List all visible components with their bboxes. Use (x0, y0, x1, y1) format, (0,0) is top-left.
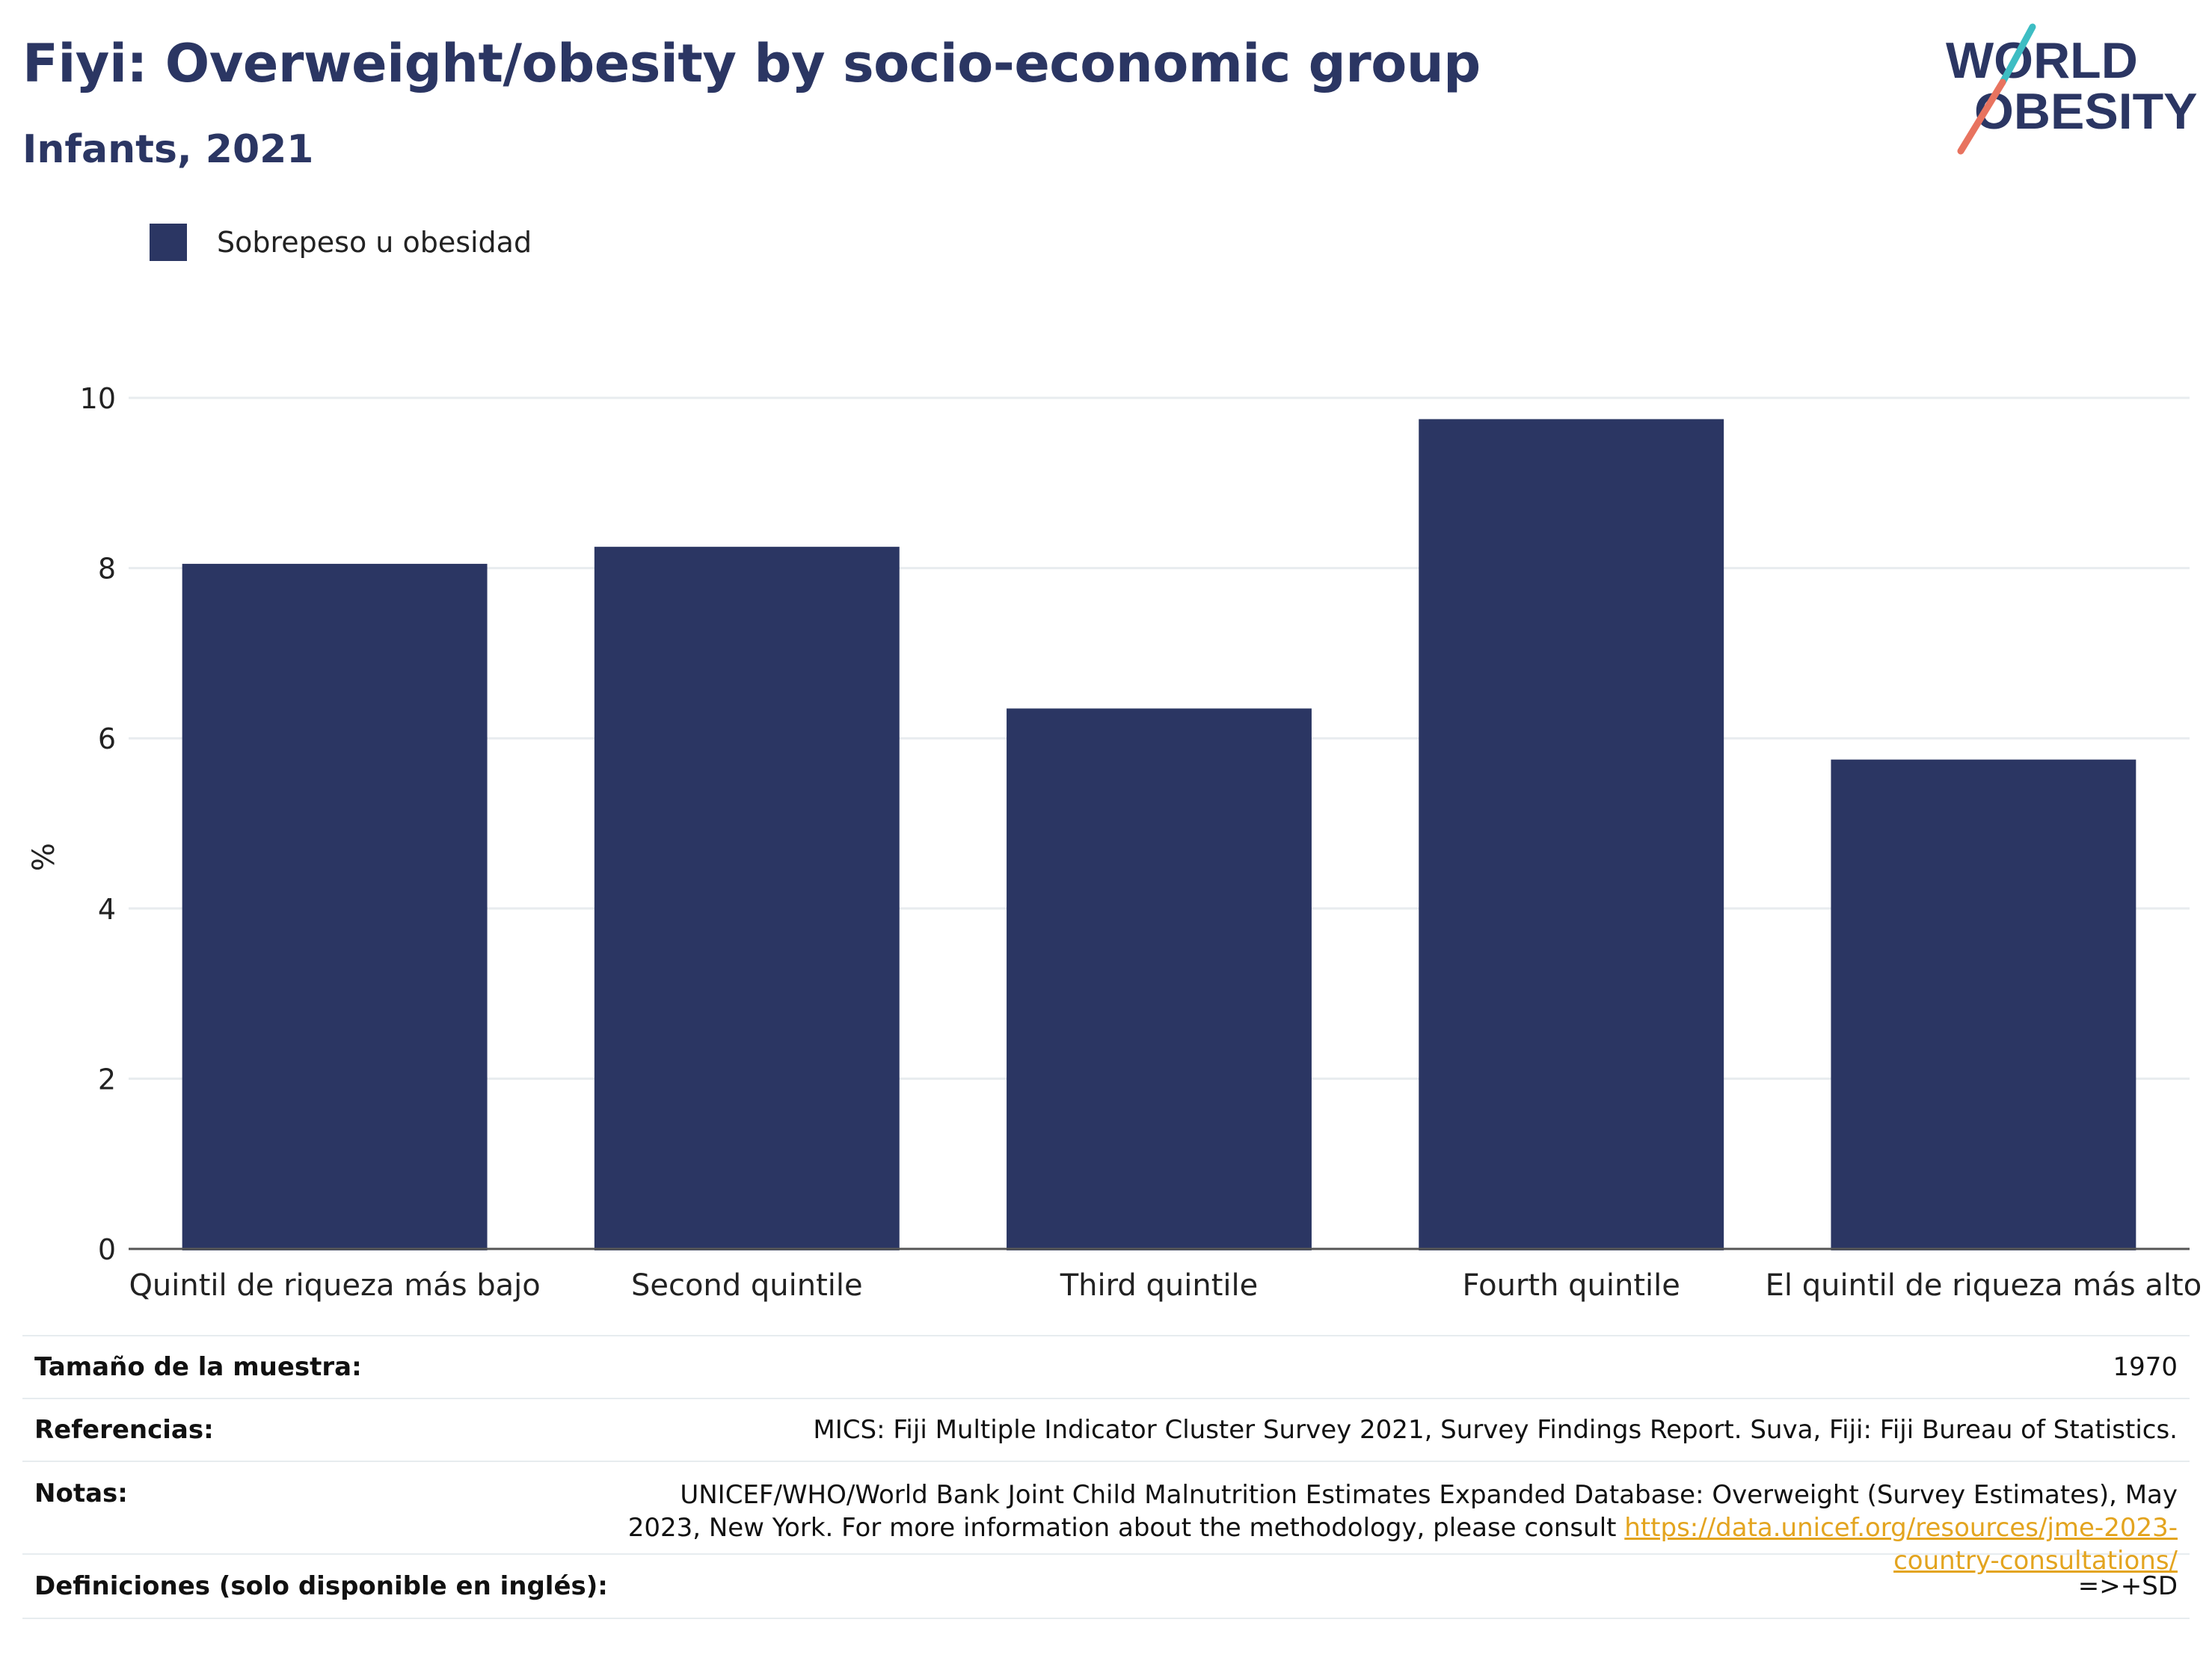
y-axis-label: % (27, 843, 61, 871)
chart-footer: Tamaño de la muestra: 1970 Referencias: … (22, 1335, 2190, 1619)
notes-link[interactable]: https://data.unicef.org/resources/jme-20… (1624, 1513, 2178, 1576)
logo-line1: WORLD (1946, 32, 2138, 89)
footer-row-references: Referencias: MICS: Fiji Multiple Indicat… (22, 1398, 2190, 1461)
y-tick-label: 0 (98, 1233, 116, 1266)
bar-chart: 0 2 4 6 8 10% Quintil de riqueza más bajo Secon… (27, 382, 2202, 1303)
chart-legend: Sobrepeso u obesidad (150, 221, 532, 263)
sample-size-label: Tamaño de la muestra: (34, 1352, 362, 1382)
x-tick-label: Second quintile (631, 1268, 863, 1303)
legend-label: Sobrepeso u obesidad (217, 226, 532, 259)
y-tick-label: 6 (98, 722, 116, 755)
y-tick-label: 10 (80, 382, 116, 415)
bar (1007, 708, 1312, 1250)
page-title: Fiyi: Overweight/obesity by socio-econom… (22, 33, 1481, 94)
notes-label: Notas: (34, 1479, 128, 1508)
footer-row-notes: Notas: UNICEF/WHO/World Bank Joint Child… (22, 1461, 2190, 1576)
bar (1419, 419, 1724, 1251)
x-tick-label: Quintil de riqueza más bajo (129, 1268, 540, 1303)
bar (1831, 759, 2136, 1250)
page-subtitle: Infants, 2021 (22, 127, 314, 172)
definitions-label: Definiciones (solo disponible en inglés)… (34, 1571, 608, 1601)
footer-row-definitions: Definiciones (solo disponible en inglés)… (22, 1553, 2190, 1619)
x-tick-label: Fourth quintile (1463, 1268, 1680, 1303)
logo-slash-coral (1957, 79, 2006, 155)
definitions-value: =>+SD (2077, 1571, 2178, 1601)
footer-row-sample: Tamaño de la muestra: 1970 (22, 1335, 2190, 1398)
legend-swatch (150, 224, 187, 261)
y-tick-label: 2 (98, 1063, 116, 1096)
bar (182, 563, 488, 1250)
references-value: MICS: Fiji Multiple Indicator Cluster Su… (813, 1415, 2178, 1445)
x-tick-label: El quintil de riqueza más alto (1766, 1268, 2202, 1303)
notes-value: UNICEF/WHO/World Bank Joint Child Malnut… (607, 1479, 2190, 1577)
logo-slash-teal (1999, 23, 2036, 86)
logo-line2: OBESITY (1974, 83, 2198, 140)
y-tick-label: 4 (98, 893, 116, 926)
sample-size-value: 1970 (2113, 1352, 2178, 1382)
x-tick-label: Third quintile (1060, 1268, 1258, 1303)
world-obesity-logo: WORLD OBESITY (1946, 23, 2198, 155)
notes-text: UNICEF/WHO/World Bank Joint Child Malnut… (627, 1480, 2178, 1543)
y-tick-label: 8 (98, 553, 116, 586)
references-label: Referencias: (34, 1415, 214, 1445)
bar (594, 547, 900, 1250)
